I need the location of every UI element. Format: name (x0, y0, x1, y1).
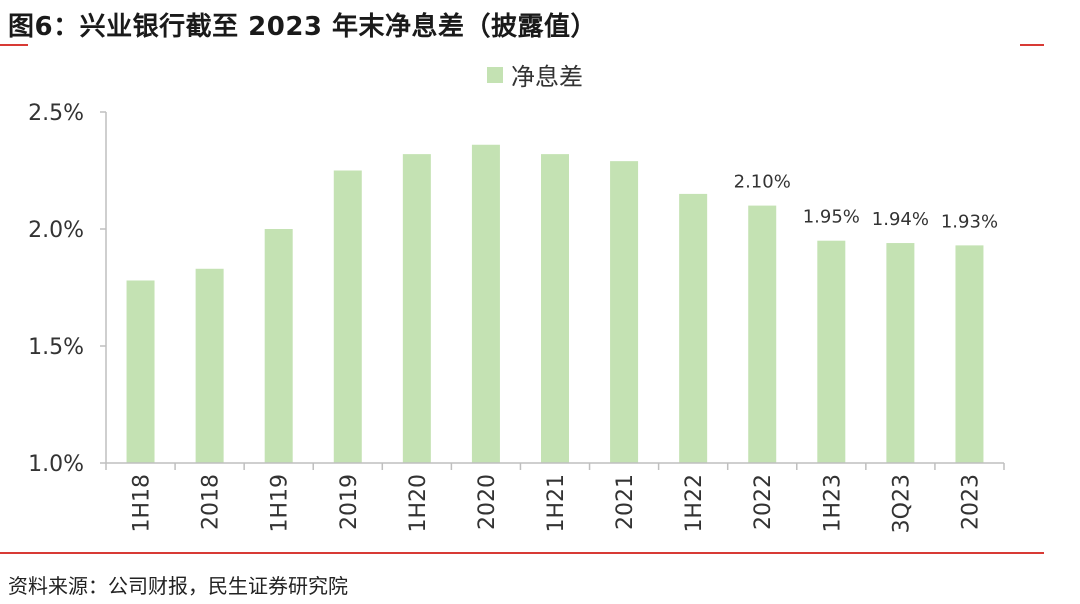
x-tick-label-1H20: 1H20 (406, 474, 431, 533)
x-tick-label-2021: 2021 (613, 474, 638, 530)
bar-1H21 (541, 154, 569, 463)
bottom-rule (0, 552, 1044, 554)
x-tick-label-2023: 2023 (958, 474, 983, 530)
bar-2018 (195, 268, 224, 463)
x-tick-label-1H18: 1H18 (130, 474, 155, 533)
data-label-2022: 2.10% (734, 172, 791, 193)
y-tick-label: 2.0% (28, 218, 84, 243)
bar-2020 (471, 144, 500, 463)
data-label-3Q23: 1.94% (872, 209, 929, 230)
legend: 净息差 (487, 57, 583, 92)
x-tick-label-2020: 2020 (475, 474, 500, 530)
bar-1H19 (264, 229, 293, 463)
top-rule-left (0, 44, 28, 46)
bar-2019 (333, 170, 362, 463)
legend-swatch (487, 66, 503, 83)
x-tick-label-1H22: 1H22 (682, 474, 707, 533)
x-tick-label-1H19: 1H19 (268, 474, 293, 533)
y-axis: 1.0% 1.5% 2.0% 2.5% (28, 101, 107, 477)
data-labels: 2.10% 1.95% 1.94% 1.93% (734, 172, 998, 233)
y-tick-label: 2.5% (28, 101, 84, 126)
bar-2023 (955, 245, 984, 463)
y-tick-label: 1.5% (28, 335, 84, 360)
legend-label: 净息差 (511, 63, 583, 91)
bar-2021 (610, 161, 639, 463)
bar-1H22 (679, 193, 708, 463)
x-tick-label-3Q23: 3Q23 (889, 474, 914, 533)
top-rule-right (1020, 44, 1044, 46)
chart-title: 图6：兴业银行截至 2023 年末净息差（披露值） (8, 12, 598, 42)
source-note: 资料来源：公司财报，民生证券研究院 (8, 574, 348, 598)
data-label-2023: 1.93% (941, 211, 998, 232)
x-tick-label-1H21: 1H21 (544, 474, 569, 533)
x-tick-label-2022: 2022 (751, 474, 776, 530)
bar-1H20 (402, 154, 431, 463)
x-tick-label-2019: 2019 (337, 474, 362, 530)
bar-3Q23 (886, 243, 915, 463)
bar-1H23 (817, 240, 846, 463)
x-tick-label-1H23: 1H23 (820, 474, 845, 533)
y-tick-label: 1.0% (28, 452, 84, 477)
bar-2022 (748, 205, 777, 463)
x-tick-label-2018: 2018 (199, 474, 224, 530)
data-label-1H23: 1.95% (803, 207, 860, 228)
bar-1H18 (126, 280, 155, 463)
bars (126, 144, 984, 463)
x-axis: 1H18 2018 1H19 2019 1H20 2020 1H21 2021 1H22 2022… (105, 462, 1005, 533)
